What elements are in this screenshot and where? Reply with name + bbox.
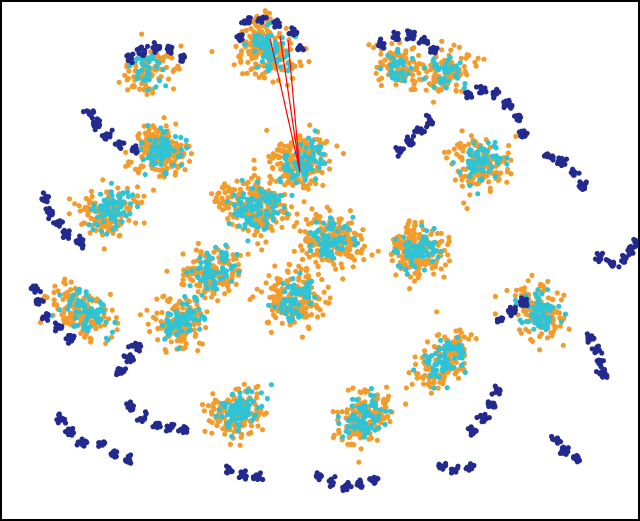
scatter-chart [0, 0, 640, 521]
chart-svg [0, 0, 640, 521]
